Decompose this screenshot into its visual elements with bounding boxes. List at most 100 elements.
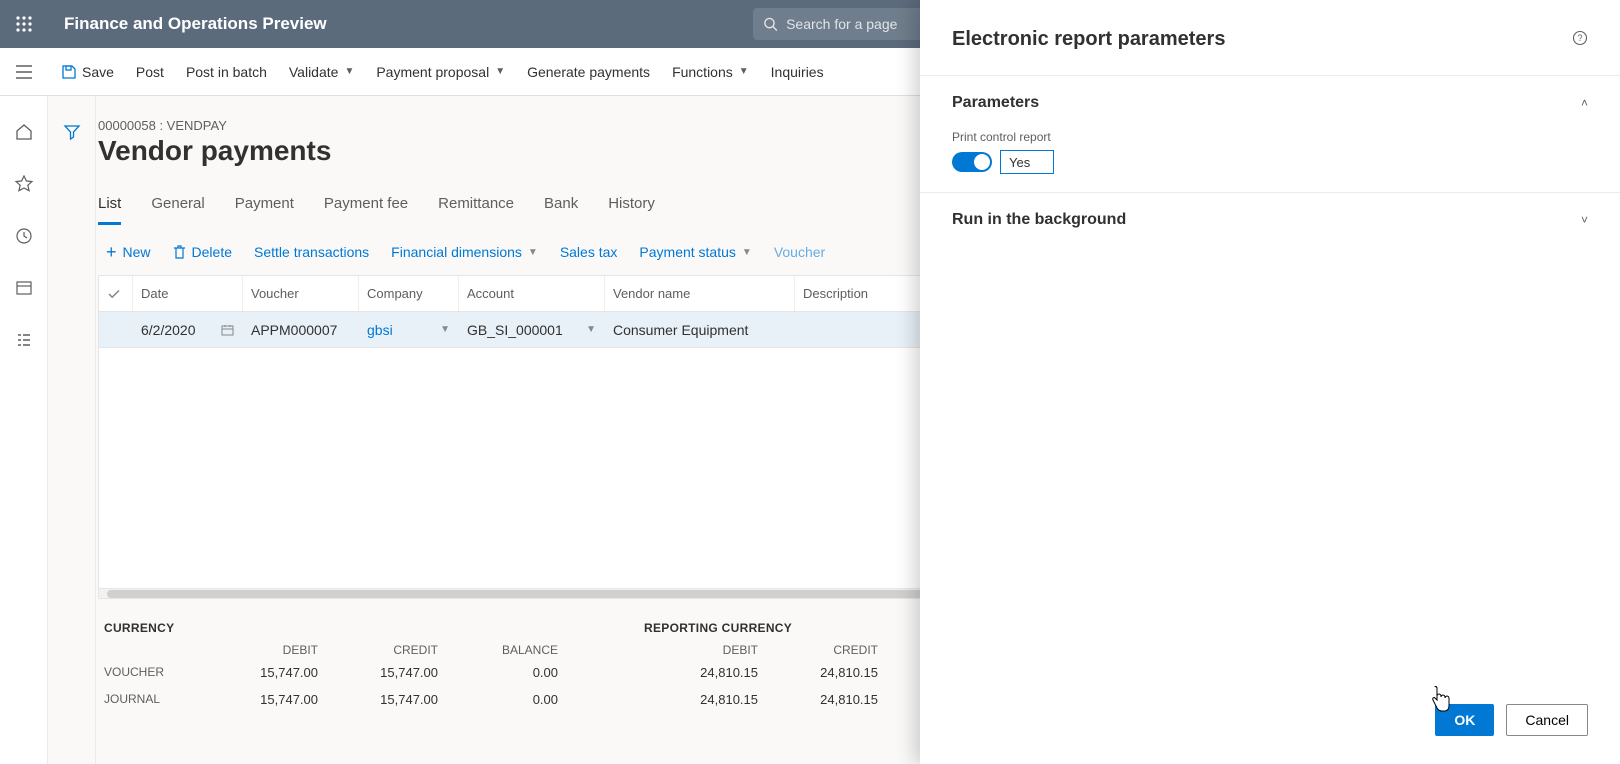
chevron-down-icon: ˅ bbox=[1581, 213, 1588, 227]
app-title: Finance and Operations Preview bbox=[48, 14, 327, 34]
inquiries-menu[interactable]: Inquiries bbox=[771, 64, 824, 80]
run-in-background-section: Run in the background ˅ bbox=[920, 192, 1620, 247]
panel-title: Electronic report parameters bbox=[952, 28, 1225, 51]
hamburger-icon bbox=[16, 65, 32, 79]
row-date-cell[interactable]: 6/2/2020 bbox=[133, 312, 243, 347]
modules-button[interactable] bbox=[10, 326, 38, 354]
trash-icon bbox=[173, 245, 186, 259]
grid-header-voucher[interactable]: Voucher bbox=[243, 276, 359, 311]
waffle-menu-button[interactable] bbox=[0, 0, 48, 48]
print-control-report-value[interactable]: Yes bbox=[1000, 150, 1054, 174]
panel-help-button[interactable]: ? bbox=[1572, 30, 1588, 49]
col-debit: DEBIT bbox=[204, 641, 324, 659]
financial-dimensions-menu[interactable]: Financial dimensions▼ bbox=[391, 244, 538, 260]
currency-totals: CURRENCY DEBIT CREDIT BALANCE VOUCHER 15… bbox=[104, 621, 564, 713]
home-button[interactable] bbox=[10, 118, 38, 146]
parameters-section-toggle[interactable]: Parameters ˄ bbox=[952, 94, 1588, 112]
chevron-down-icon: ▼ bbox=[739, 66, 749, 77]
chevron-down-icon: ▼ bbox=[528, 247, 538, 258]
voucher-button[interactable]: Voucher bbox=[774, 244, 825, 260]
panel-footer: OK Cancel bbox=[920, 684, 1620, 764]
delete-row-button[interactable]: Delete bbox=[173, 244, 232, 260]
voucher-credit: 15,747.00 bbox=[324, 659, 444, 686]
print-control-report-field: Print control report Yes bbox=[952, 130, 1588, 174]
journal-credit: 15,747.00 bbox=[324, 686, 444, 713]
recents-button[interactable] bbox=[10, 222, 38, 250]
currency-totals-title: CURRENCY bbox=[104, 621, 564, 635]
svg-text:?: ? bbox=[1577, 33, 1582, 43]
grid-header-select[interactable] bbox=[99, 276, 133, 311]
run-in-background-section-toggle[interactable]: Run in the background ˅ bbox=[952, 211, 1588, 229]
payment-proposal-menu[interactable]: Payment proposal▼ bbox=[376, 64, 505, 80]
chevron-down-icon: ▼ bbox=[495, 66, 505, 77]
journal-debit: 15,747.00 bbox=[204, 686, 324, 713]
row-company-cell[interactable]: gbsi▼ bbox=[359, 312, 459, 347]
row-vendor-name-cell[interactable]: Consumer Equipment bbox=[605, 312, 795, 347]
sales-tax-button[interactable]: Sales tax bbox=[560, 244, 618, 260]
filter-button[interactable] bbox=[58, 118, 86, 146]
chevron-down-icon: ▼ bbox=[440, 324, 450, 335]
post-in-batch-button[interactable]: Post in batch bbox=[186, 64, 267, 80]
grid-header-vendor-name[interactable]: Vendor name bbox=[605, 276, 795, 311]
check-icon bbox=[107, 287, 121, 301]
print-control-report-toggle[interactable] bbox=[952, 152, 992, 172]
tab-general[interactable]: General bbox=[151, 195, 204, 225]
cancel-button[interactable]: Cancel bbox=[1506, 704, 1588, 736]
rvoucher-debit: 24,810.15 bbox=[644, 659, 764, 686]
save-icon bbox=[62, 65, 76, 79]
chevron-down-icon: ▼ bbox=[586, 324, 596, 335]
tab-payment[interactable]: Payment bbox=[235, 195, 294, 225]
tab-payment-fee[interactable]: Payment fee bbox=[324, 195, 408, 225]
rcol-debit: DEBIT bbox=[644, 641, 764, 659]
rjournal-credit: 24,810.15 bbox=[764, 686, 884, 713]
col-credit: CREDIT bbox=[324, 641, 444, 659]
workspaces-button[interactable] bbox=[10, 274, 38, 302]
validate-menu[interactable]: Validate▼ bbox=[289, 64, 354, 80]
row-select-cell[interactable] bbox=[99, 312, 133, 347]
grid-header-account[interactable]: Account bbox=[459, 276, 605, 311]
rvoucher-credit: 24,810.15 bbox=[764, 659, 884, 686]
ok-button[interactable]: OK bbox=[1435, 704, 1494, 736]
electronic-report-parameters-panel: Electronic report parameters ? Parameter… bbox=[920, 0, 1620, 764]
save-button[interactable]: Save bbox=[62, 64, 114, 80]
plus-icon: + bbox=[106, 243, 117, 261]
chevron-down-icon: ▼ bbox=[344, 66, 354, 77]
row-voucher-cell[interactable]: APPM000007 bbox=[243, 312, 359, 347]
functions-menu[interactable]: Functions▼ bbox=[672, 64, 749, 80]
workspace-icon bbox=[15, 279, 33, 297]
rjournal-debit: 24,810.15 bbox=[644, 686, 764, 713]
voucher-balance: 0.00 bbox=[444, 659, 564, 686]
toggle-knob bbox=[974, 154, 990, 170]
post-button[interactable]: Post bbox=[136, 64, 164, 80]
chevron-up-icon: ˄ bbox=[1581, 96, 1588, 110]
settle-transactions-button[interactable]: Settle transactions bbox=[254, 244, 369, 260]
filter-icon bbox=[63, 123, 81, 141]
generate-payments-button[interactable]: Generate payments bbox=[527, 64, 650, 80]
parameters-section: Parameters ˄ Print control report Yes bbox=[920, 75, 1620, 192]
star-icon bbox=[15, 175, 33, 193]
new-row-button[interactable]: +New bbox=[106, 243, 151, 261]
left-nav-rail bbox=[0, 96, 48, 764]
chevron-down-icon: ▼ bbox=[742, 247, 752, 258]
print-control-report-label: Print control report bbox=[952, 130, 1588, 144]
help-icon: ? bbox=[1572, 30, 1588, 46]
favorites-button[interactable] bbox=[10, 170, 38, 198]
journal-balance: 0.00 bbox=[444, 686, 564, 713]
scrollbar-thumb[interactable] bbox=[107, 590, 1017, 598]
col-balance: BALANCE bbox=[444, 641, 564, 659]
grid-header-company[interactable]: Company bbox=[359, 276, 459, 311]
tab-list[interactable]: List bbox=[98, 195, 121, 225]
modules-icon bbox=[15, 331, 33, 349]
tab-remittance[interactable]: Remittance bbox=[438, 195, 514, 225]
grid-header-date[interactable]: Date bbox=[133, 276, 243, 311]
search-icon bbox=[763, 16, 778, 32]
calendar-icon bbox=[221, 324, 234, 336]
row-journal-label: JOURNAL bbox=[104, 686, 204, 713]
save-label: Save bbox=[82, 64, 114, 80]
row-account-cell[interactable]: GB_SI_000001▼ bbox=[459, 312, 605, 347]
tab-bank[interactable]: Bank bbox=[544, 195, 578, 225]
filter-rail bbox=[48, 96, 96, 764]
nav-collapse-toggle[interactable] bbox=[0, 48, 48, 96]
tab-history[interactable]: History bbox=[608, 195, 655, 225]
payment-status-menu[interactable]: Payment status▼ bbox=[639, 244, 751, 260]
